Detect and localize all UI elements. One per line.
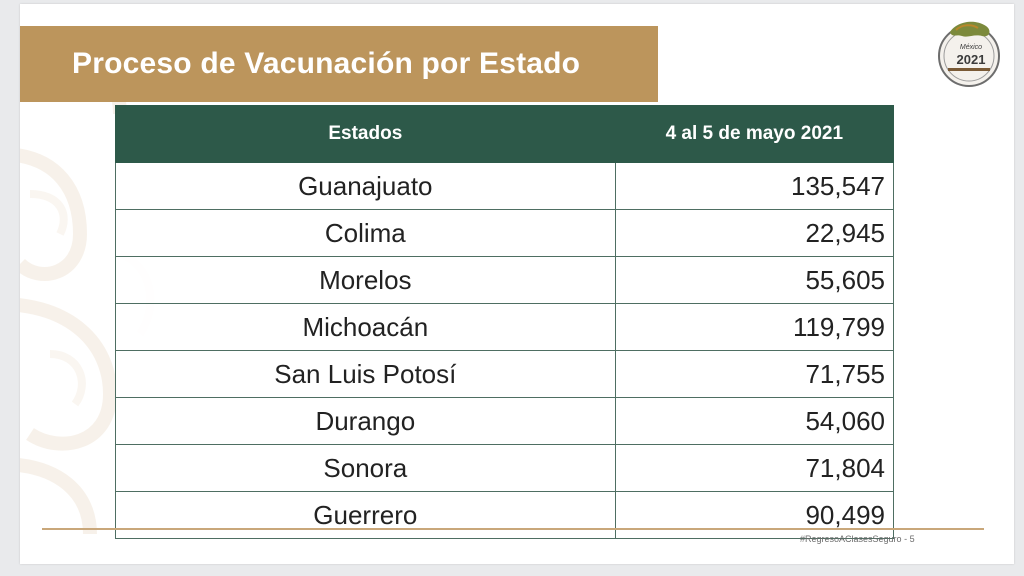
page-title: Proceso de Vacunación por Estado bbox=[72, 47, 581, 80]
value-cell: 71,755 bbox=[614, 350, 895, 398]
table-row: Morelos 55,605 bbox=[115, 256, 895, 304]
value-cell: 135,547 bbox=[614, 162, 895, 210]
table-row: Guanajuato 135,547 bbox=[115, 162, 895, 210]
state-cell: Guerrero bbox=[115, 491, 616, 539]
table-row: San Luis Potosí 71,755 bbox=[115, 350, 895, 398]
value-cell: 22,945 bbox=[614, 209, 895, 257]
value-cell: 54,060 bbox=[614, 397, 895, 445]
state-cell: Sonora bbox=[115, 444, 616, 492]
table-row: Michoacán 119,799 bbox=[115, 303, 895, 351]
logo-subtitle: México bbox=[959, 44, 983, 51]
vaccination-table: Estados 4 al 5 de mayo 2021 Guanajuato 1… bbox=[115, 105, 895, 539]
table-row: Guerrero 90,499 bbox=[115, 491, 895, 539]
page-number: 5 bbox=[909, 534, 915, 544]
title-banner: Proceso de Vacunación por Estado bbox=[20, 26, 658, 102]
mexico-2021-seal-icon bbox=[938, 21, 1000, 87]
table-header-row: Estados 4 al 5 de mayo 2021 bbox=[115, 105, 895, 163]
presentation-slide: Proceso de Vacunación por Estado México … bbox=[20, 4, 1014, 564]
state-cell: Guanajuato bbox=[115, 162, 616, 210]
table-row: Durango 54,060 bbox=[115, 397, 895, 445]
value-cell: 119,799 bbox=[614, 303, 895, 351]
logo-year: 2021 bbox=[956, 52, 986, 67]
footer-separator: - bbox=[904, 534, 908, 544]
header-date-range: 4 al 5 de mayo 2021 bbox=[614, 105, 895, 163]
state-cell: Durango bbox=[115, 397, 616, 445]
table-row: Colima 22,945 bbox=[115, 209, 895, 257]
state-cell: San Luis Potosí bbox=[115, 350, 616, 398]
footer-divider bbox=[42, 528, 984, 530]
value-cell: 55,605 bbox=[614, 256, 895, 304]
table-row: Sonora 71,804 bbox=[115, 444, 895, 492]
footer-hashtag: #RegresoAClasesSeguro - 5 bbox=[800, 534, 915, 544]
header-states: Estados bbox=[115, 105, 616, 163]
state-cell: Colima bbox=[115, 209, 616, 257]
state-cell: Michoacán bbox=[115, 303, 616, 351]
value-cell: 90,499 bbox=[614, 491, 895, 539]
state-cell: Morelos bbox=[115, 256, 616, 304]
value-cell: 71,804 bbox=[614, 444, 895, 492]
footer-hashtag-text: #RegresoAClasesSeguro bbox=[800, 534, 902, 544]
